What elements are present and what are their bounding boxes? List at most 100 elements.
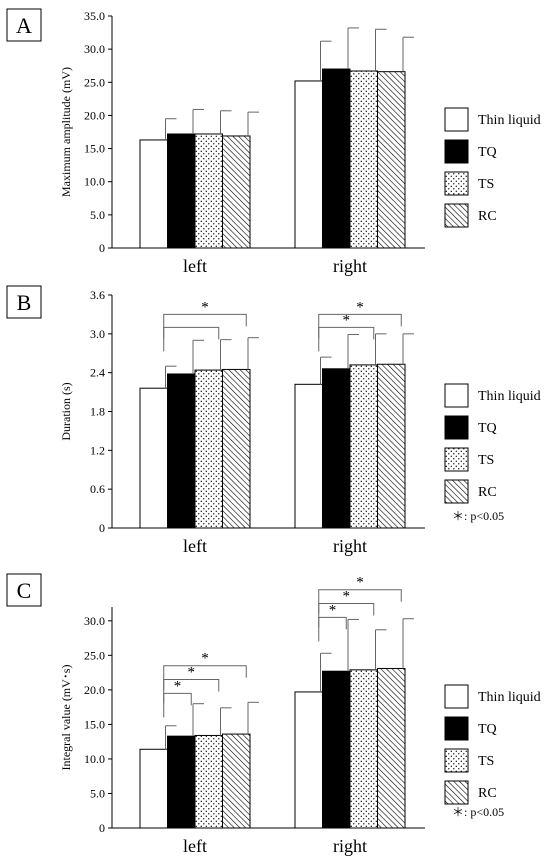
legend-swatch [444, 107, 469, 132]
category-label: left [183, 536, 207, 556]
bar [377, 363, 406, 529]
y-tick-label: 30.0 [84, 614, 105, 628]
legend-swatch [444, 171, 469, 196]
significance-label: * [356, 299, 364, 315]
significance-bracket [163, 313, 247, 339]
y-tick-label: 15.0 [84, 717, 105, 731]
chart-panel-c: C 0 5.0 10.0 15.0 20.0 25.0 30.0 Integral value … [6, 573, 541, 856]
y-tick-label: 5.0 [90, 786, 105, 800]
legend-swatch [444, 479, 469, 504]
legend-swatch [444, 415, 469, 440]
bar [322, 368, 351, 529]
bar [294, 691, 323, 829]
bar [294, 80, 323, 249]
y-tick-label: 25.0 [84, 648, 105, 662]
y-tick-label: 25.0 [84, 75, 105, 89]
panel-label: A [16, 13, 32, 38]
bar [322, 68, 351, 249]
legend-label: TS [478, 177, 494, 192]
y-tick-label: 20.0 [84, 683, 105, 697]
y-tick-label: 15.0 [84, 142, 105, 156]
y-axis-label: Duration (s) [59, 382, 73, 440]
legend-label: TQ [478, 722, 497, 737]
y-tick-label: 0 [99, 521, 105, 535]
bar [167, 735, 196, 829]
y-tick-label: 5.0 [90, 208, 105, 222]
legend-swatch [444, 748, 469, 773]
bar [222, 135, 251, 249]
legend-label: RC [478, 786, 497, 801]
panel-label-box [6, 573, 42, 607]
y-tick-label: 1.8 [90, 405, 105, 419]
y-tick-label: 10.0 [84, 752, 105, 766]
y-axis-label: Maximum amplitude (mV) [59, 67, 73, 197]
significance-label: * [356, 575, 364, 591]
bar [194, 369, 223, 529]
legend-swatch [444, 716, 469, 741]
y-axis-label: Integral value (mV･s) [59, 665, 73, 771]
bar [167, 133, 196, 249]
significance-label: * [329, 602, 337, 618]
category-label: right [333, 836, 367, 856]
y-tick-label: 20.0 [84, 108, 105, 122]
bar [377, 667, 406, 829]
bar [222, 733, 251, 829]
significance-bracket [163, 679, 220, 704]
legend-swatch [444, 203, 469, 228]
legend-swatch [444, 780, 469, 805]
bar [139, 748, 168, 829]
bar [139, 139, 168, 249]
legend-label: Thin liquid [478, 690, 541, 705]
significance-bracket [318, 326, 375, 352]
legend-swatch [444, 684, 469, 709]
significance-label: * [201, 299, 209, 315]
bar [167, 373, 196, 529]
significance-bracket [163, 665, 247, 690]
category-label: left [183, 836, 207, 856]
bar [349, 70, 378, 249]
y-tick-label: 30.0 [84, 42, 105, 56]
bar [139, 387, 168, 529]
significance-label: * [188, 665, 196, 681]
panel-label-box [6, 8, 42, 42]
significance-bracket [318, 589, 402, 614]
legend-label: TS [478, 453, 494, 468]
legend-label: RC [478, 485, 497, 500]
category-label: left [183, 256, 207, 276]
legend-label: TQ [478, 421, 497, 436]
y-tick-label: 1.2 [90, 443, 105, 457]
significance-label: * [343, 589, 351, 605]
significance-label: * [343, 312, 351, 328]
chart-panel-a: A 0 5.0 10.0 15.0 20.0 25.0 30.0 35.0 Maximum amp… [6, 8, 541, 276]
legend-label: RC [478, 209, 497, 224]
significance-bracket [318, 616, 347, 642]
y-tick-label: 35.0 [84, 9, 105, 23]
significance-bracket [318, 603, 375, 628]
bar [222, 368, 251, 529]
category-label: right [333, 256, 367, 276]
panel-label: C [17, 578, 32, 603]
bar [322, 670, 351, 829]
panel-label: B [17, 290, 32, 315]
y-tick-label: 2.4 [90, 366, 105, 380]
significance-note: ＊: p<0.05 [452, 509, 504, 523]
bar [349, 669, 378, 829]
chart-panel-b: B 0 0.6 1.2 1.8 2.4 3.0 3.6 Duration (s) left righ… [6, 285, 541, 556]
y-tick-label: 0 [99, 821, 105, 835]
legend-swatch [444, 383, 469, 408]
bar [194, 734, 223, 829]
y-tick-label: 10.0 [84, 175, 105, 189]
bar [194, 133, 223, 249]
significance-bracket [163, 326, 220, 352]
category-label: right [333, 536, 367, 556]
y-tick-label: 0.6 [90, 482, 105, 496]
significance-label: * [174, 678, 182, 694]
significance-label: * [201, 651, 209, 667]
legend-label: Thin liquid [478, 113, 541, 128]
panel-label-box [6, 285, 42, 319]
legend-swatch [444, 447, 469, 472]
legend-swatch [444, 139, 469, 164]
legend-label: TQ [478, 145, 497, 160]
y-tick-label: 0 [99, 241, 105, 255]
